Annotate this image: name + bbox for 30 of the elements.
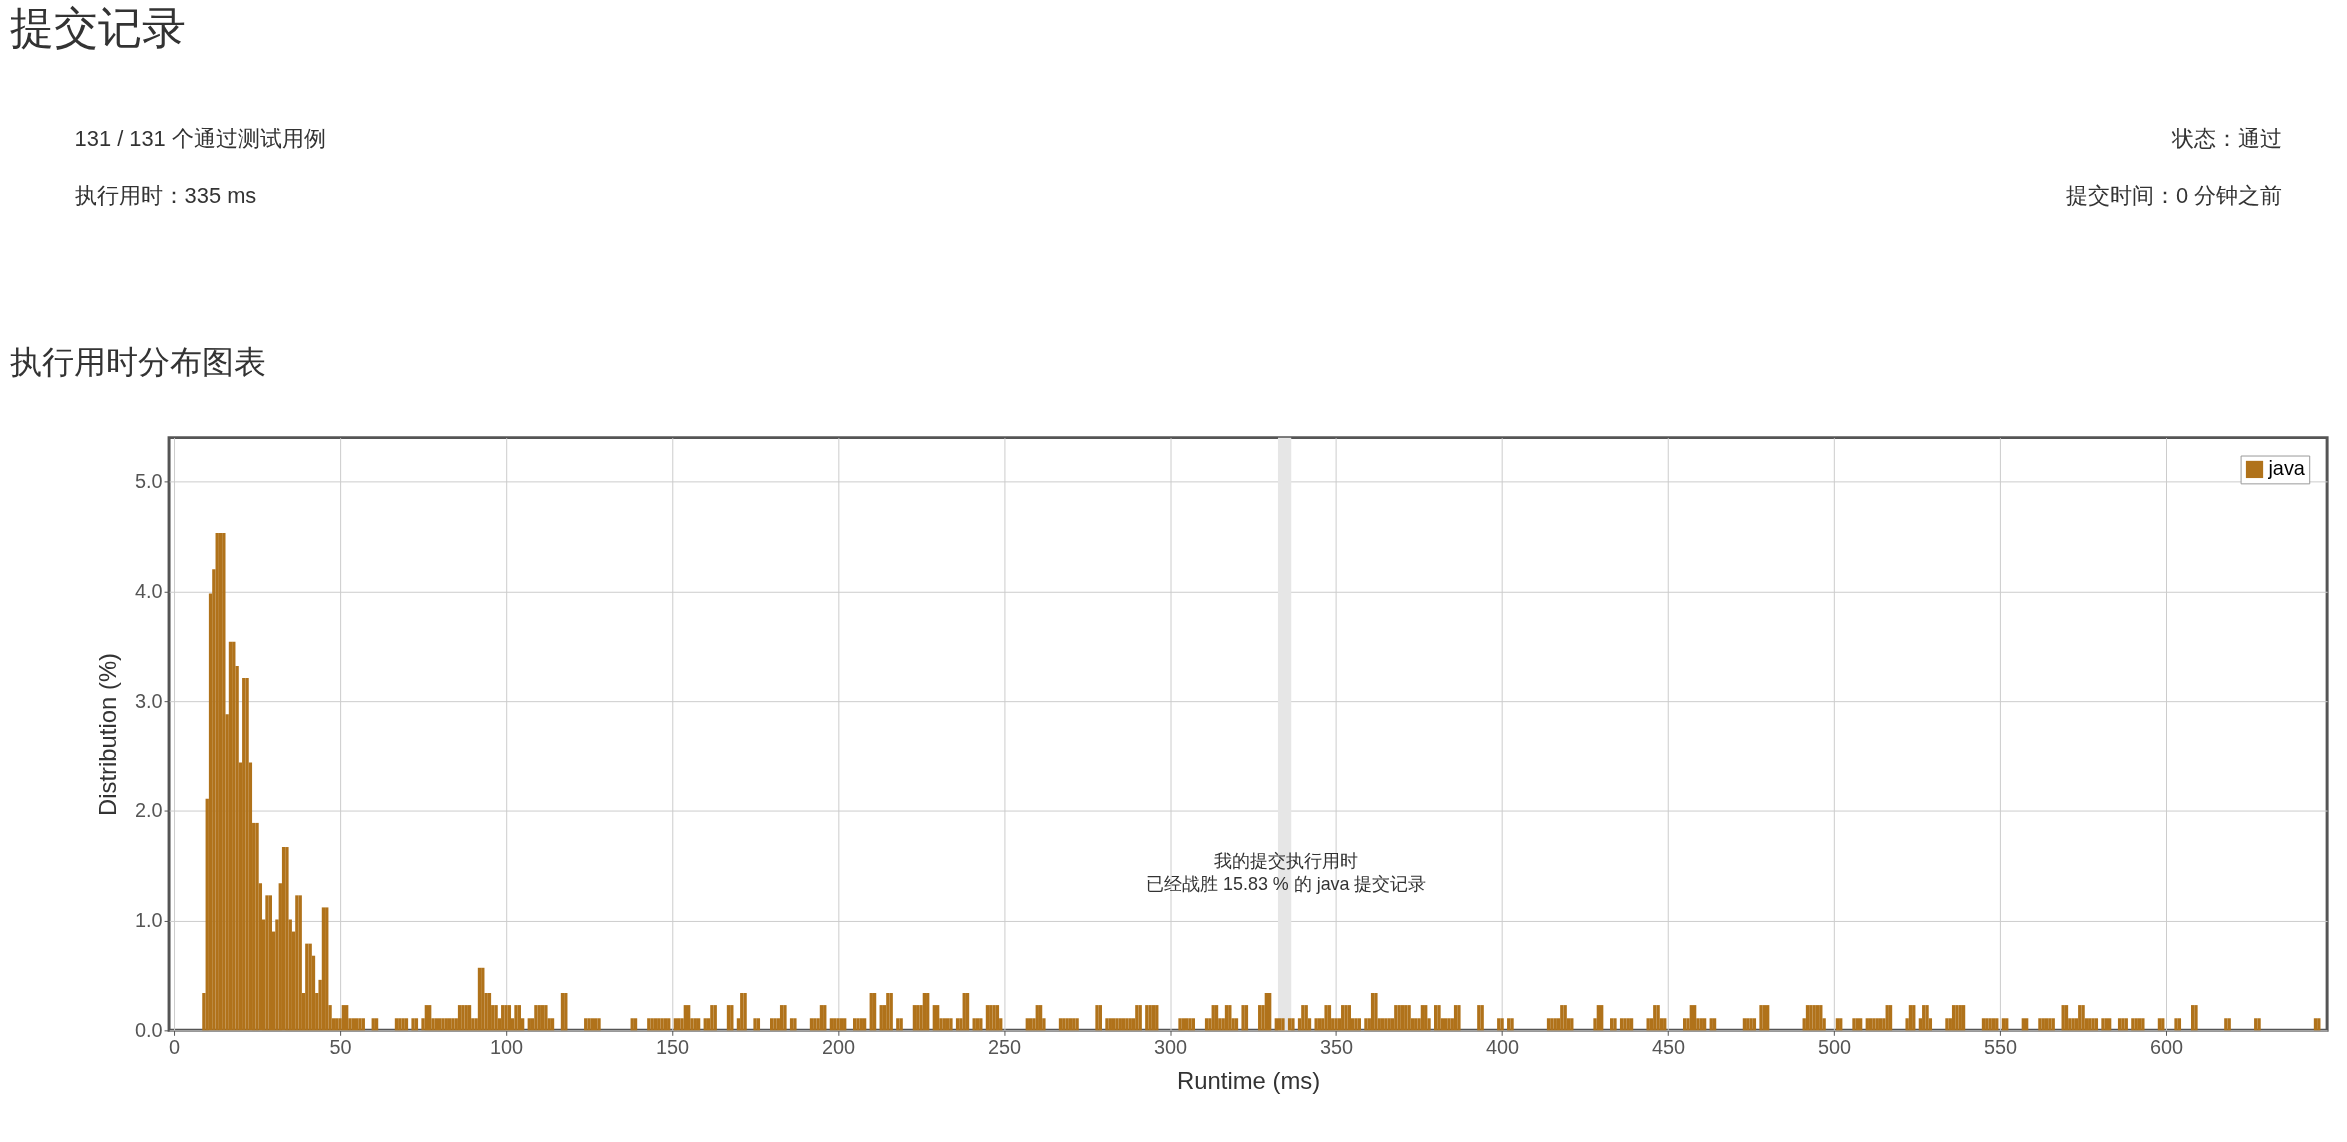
- x-tick-label: 350: [1319, 1035, 1354, 1058]
- text: 执行用时：335 ms: [74, 182, 257, 208]
- y-tick-label: 1.0: [134, 909, 163, 932]
- x-tick-label: 550: [1984, 1035, 2018, 1058]
- x-tick-label: 450: [1651, 1035, 1686, 1058]
- text: 提交时间：0 分钟之前: [2066, 182, 2283, 208]
- x-tick-label: 250: [987, 1035, 1022, 1058]
- y-axis-title: Distribution (%): [94, 652, 122, 817]
- x-axis-title: Runtime (ms): [1177, 1066, 1321, 1094]
- x-tick-label: 50: [329, 1035, 352, 1058]
- x-tick-label: 100: [489, 1035, 524, 1058]
- y-tick-label: 5.0: [134, 469, 163, 492]
- y-tick-label: 2.0: [134, 799, 163, 822]
- chart-title: 执行用时分布图表: [9, 343, 266, 380]
- x-tick-label: 200: [821, 1035, 856, 1058]
- x-tick-label: 300: [1153, 1035, 1188, 1058]
- x-tick-label: 400: [1485, 1035, 1520, 1058]
- y-tick-label: 4.0: [134, 579, 163, 602]
- text: 状态：通过: [2171, 126, 2283, 152]
- x-tick-label: 500: [1817, 1035, 1852, 1058]
- legend-label: java: [2267, 457, 2306, 480]
- x-tick-label: 150: [655, 1035, 690, 1058]
- text: 提交记录: [9, 2, 186, 52]
- x-tick-label: 600: [2150, 1035, 2184, 1058]
- text: 131 / 131 个通过测试用例: [74, 126, 326, 152]
- x-tick-label: 0: [169, 1035, 181, 1058]
- y-tick-label: 0.0: [134, 1018, 163, 1041]
- annotation: 我的提交执行用时: [1214, 851, 1359, 872]
- annotation: 已经战胜 15.83 % 的 java 提交记录: [1146, 874, 1427, 895]
- y-tick-label: 3.0: [134, 689, 163, 712]
